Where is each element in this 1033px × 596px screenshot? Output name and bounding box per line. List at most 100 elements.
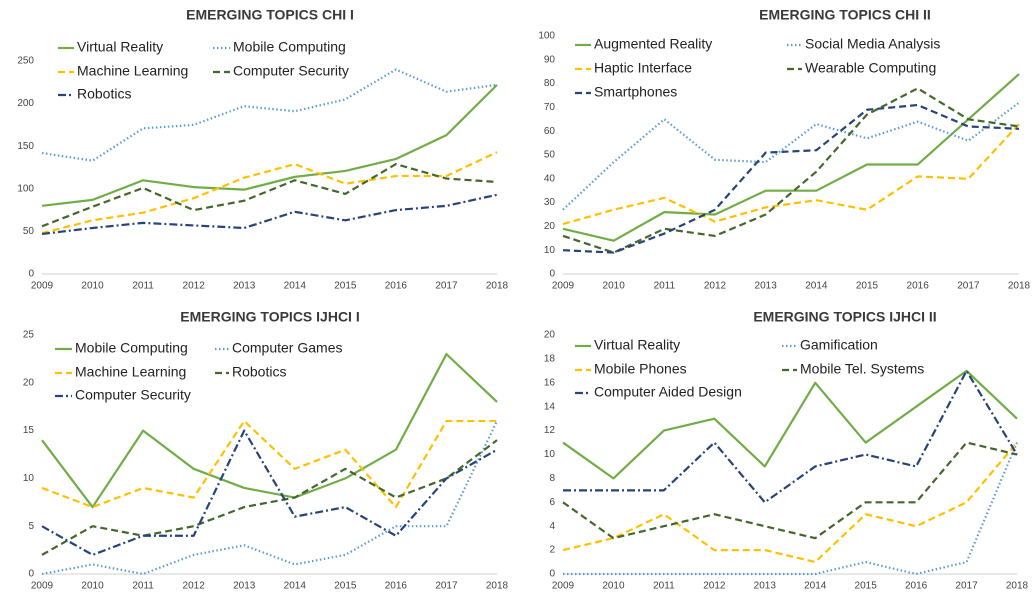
chart-title: EMERGING TOPICS CHI II bbox=[759, 7, 931, 23]
y-tick-label: 6 bbox=[549, 497, 555, 508]
x-tick-label: 2014 bbox=[804, 581, 827, 592]
x-tick-label: 2011 bbox=[132, 581, 154, 592]
y-tick-label: 0 bbox=[28, 269, 34, 280]
x-tick-label: 2009 bbox=[552, 581, 575, 592]
y-tick-label: 30 bbox=[544, 197, 556, 208]
x-tick-label: 2011 bbox=[653, 581, 675, 592]
x-tick-label: 2016 bbox=[385, 581, 408, 592]
legend-label: Smartphones bbox=[594, 84, 677, 100]
series-line bbox=[562, 441, 1018, 564]
x-tick-label: 2013 bbox=[233, 581, 256, 592]
series-line bbox=[41, 151, 498, 235]
x-tick-label: 2011 bbox=[132, 281, 154, 292]
y-tick-label: 100 bbox=[17, 183, 34, 194]
legend-label: Gamification bbox=[800, 337, 878, 353]
y-tick-label: 8 bbox=[549, 473, 555, 484]
y-tick-label: 18 bbox=[544, 354, 556, 365]
legend-label: Wearable Computing bbox=[805, 60, 936, 76]
y-tick-label: 14 bbox=[544, 401, 556, 412]
series-line bbox=[562, 73, 1020, 242]
x-tick-label: 2018 bbox=[1008, 281, 1031, 292]
x-tick-label: 2017 bbox=[955, 581, 978, 592]
y-tick-label: 10 bbox=[544, 245, 556, 256]
y-tick-label: 50 bbox=[544, 150, 556, 161]
chart-title: EMERGING TOPICS IJHCI II bbox=[753, 309, 936, 325]
x-tick-label: 2012 bbox=[183, 281, 206, 292]
y-tick-label: 20 bbox=[544, 221, 556, 232]
x-tick-label: 2016 bbox=[907, 281, 930, 292]
x-tick-label: 2017 bbox=[435, 581, 458, 592]
chart-title: EMERGING TOPICS IJHCI I bbox=[180, 309, 359, 325]
y-tick-label: 200 bbox=[17, 98, 34, 109]
y-tick-label: 20 bbox=[23, 377, 35, 388]
y-tick-label: 0 bbox=[549, 269, 555, 280]
legend-label: Computer Security bbox=[75, 387, 191, 403]
series-line bbox=[41, 439, 498, 556]
x-tick-label: 2012 bbox=[703, 581, 726, 592]
x-tick-label: 2014 bbox=[284, 281, 307, 292]
series-line bbox=[563, 369, 1018, 504]
y-tick-label: 10 bbox=[23, 473, 35, 484]
series-line bbox=[41, 193, 498, 236]
y-tick-label: 2 bbox=[549, 545, 555, 556]
legend-label: Virtual Reality bbox=[77, 39, 163, 55]
x-tick-label: 2015 bbox=[855, 581, 878, 592]
legend-label: Robotics bbox=[232, 364, 286, 380]
y-tick-label: 4 bbox=[549, 521, 555, 532]
x-tick-label: 2010 bbox=[81, 281, 104, 292]
y-tick-label: 90 bbox=[544, 54, 556, 65]
y-tick-label: 12 bbox=[544, 425, 556, 436]
x-tick-label: 2013 bbox=[233, 281, 256, 292]
y-tick-label: 5 bbox=[28, 521, 34, 532]
x-tick-label: 2013 bbox=[755, 281, 778, 292]
series-line bbox=[41, 353, 498, 509]
series-line bbox=[562, 123, 1020, 226]
legend-label: Social Media Analysis bbox=[805, 36, 940, 52]
legend-label: Mobile Computing bbox=[75, 340, 188, 356]
y-tick-label: 10 bbox=[544, 449, 556, 460]
x-tick-label: 2010 bbox=[602, 581, 625, 592]
x-tick-label: 2014 bbox=[805, 281, 828, 292]
x-tick-label: 2016 bbox=[385, 281, 408, 292]
legend-label: Computer Aided Design bbox=[594, 384, 742, 400]
legend-label: Mobile Tel. Systems bbox=[800, 361, 924, 377]
x-tick-label: 2011 bbox=[654, 281, 676, 292]
legend-label: Haptic Interface bbox=[594, 60, 692, 76]
y-tick-label: 150 bbox=[17, 141, 34, 152]
chart-title: EMERGING TOPICS CHI I bbox=[186, 7, 354, 23]
y-tick-label: 0 bbox=[549, 569, 555, 580]
legend-label: Computer Security bbox=[233, 63, 349, 79]
x-tick-label: 2015 bbox=[334, 281, 357, 292]
y-tick-label: 20 bbox=[544, 330, 556, 341]
y-tick-label: 80 bbox=[544, 78, 556, 89]
x-tick-label: 2014 bbox=[284, 581, 307, 592]
y-tick-label: 16 bbox=[544, 377, 556, 388]
legend-label: Robotics bbox=[77, 86, 131, 102]
x-tick-label: 2010 bbox=[81, 581, 104, 592]
x-tick-label: 2017 bbox=[435, 281, 458, 292]
series-line bbox=[41, 84, 498, 207]
y-tick-label: 70 bbox=[544, 102, 556, 113]
legend-label: Computer Games bbox=[232, 340, 342, 356]
y-tick-label: 100 bbox=[538, 31, 555, 42]
series-line bbox=[41, 429, 498, 556]
series-line bbox=[562, 369, 1018, 480]
legend-label: Mobile Phones bbox=[594, 361, 687, 377]
legend-label: Virtual Reality bbox=[594, 337, 680, 353]
x-tick-label: 2016 bbox=[905, 581, 928, 592]
legend-label: Machine Learning bbox=[77, 63, 188, 79]
series-line bbox=[41, 419, 497, 509]
x-tick-label: 2015 bbox=[856, 281, 879, 292]
y-tick-label: 0 bbox=[28, 569, 34, 580]
series-line bbox=[562, 103, 1020, 254]
series-line bbox=[41, 162, 498, 228]
y-tick-label: 60 bbox=[544, 126, 556, 137]
y-tick-label: 25 bbox=[23, 330, 35, 341]
x-tick-label: 2012 bbox=[704, 281, 727, 292]
x-tick-label: 2009 bbox=[552, 281, 575, 292]
y-tick-label: 40 bbox=[544, 173, 556, 184]
y-tick-label: 50 bbox=[23, 226, 35, 237]
series-line bbox=[41, 420, 498, 576]
x-tick-label: 2010 bbox=[603, 281, 626, 292]
